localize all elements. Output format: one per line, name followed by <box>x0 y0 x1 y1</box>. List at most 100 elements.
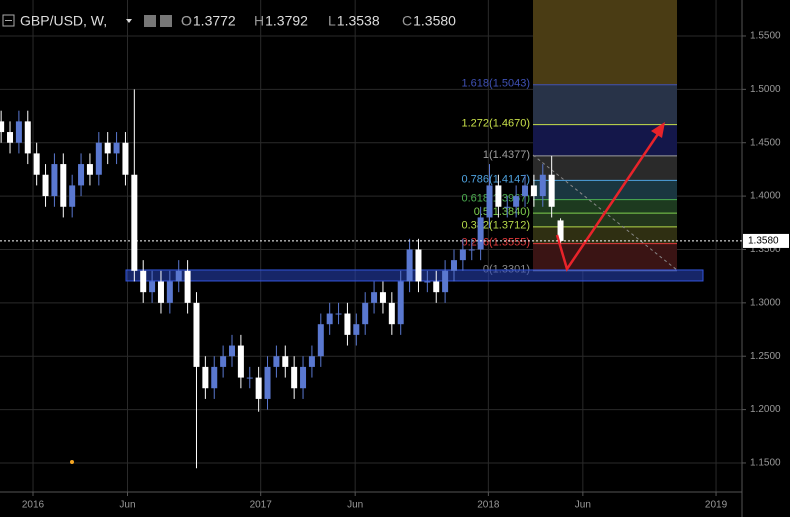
candle-body <box>335 313 342 315</box>
x-tick-label: 2016 <box>22 500 45 511</box>
low-value: 1.3538 <box>337 13 380 29</box>
candle-body <box>131 174 138 271</box>
candle-body <box>255 377 262 399</box>
x-tick-label: 2018 <box>477 500 500 511</box>
candle-body <box>184 270 191 303</box>
candle-body <box>424 281 431 283</box>
candle-body <box>539 174 546 197</box>
candle-body <box>308 356 315 367</box>
candle-body <box>468 249 475 251</box>
candle-body <box>51 164 58 197</box>
candle-body <box>495 185 502 207</box>
collapse-icon[interactable] <box>2 14 15 27</box>
candle-body <box>548 174 555 207</box>
candle-body <box>149 281 156 293</box>
candle-body <box>397 281 404 325</box>
support-zone <box>125 269 704 282</box>
candle-body <box>202 366 209 389</box>
candle-body <box>557 220 564 241</box>
candle-body <box>220 356 227 367</box>
open-label: O <box>181 13 192 29</box>
candle-body <box>157 281 164 303</box>
candle-body <box>415 249 422 282</box>
close-value: 1.3580 <box>413 13 456 29</box>
x-tick-label: 2017 <box>250 500 273 511</box>
candle-body <box>442 270 449 293</box>
y-tick-label: 1.2000 <box>750 404 781 415</box>
x-tick-label: Jun <box>575 500 591 511</box>
candle-body <box>113 142 120 154</box>
candle-body <box>273 356 280 367</box>
x-tick-label: 2019 <box>705 500 728 511</box>
candle-body <box>7 132 14 143</box>
candle-body <box>344 313 351 335</box>
candle-body <box>477 217 484 250</box>
symbol: GBP/USD, W, <box>20 13 107 29</box>
x-tick-label: Jun <box>347 500 363 511</box>
icon[interactable] <box>144 15 156 27</box>
y-tick-label: 1.4500 <box>750 137 781 148</box>
fib-label: 1(1.4377) <box>483 149 530 161</box>
fib-band <box>533 243 677 271</box>
candle-body <box>193 302 200 367</box>
candle-body <box>388 302 395 325</box>
fib-label: 0.5(1.3840) <box>474 206 530 218</box>
candle-body <box>522 185 529 197</box>
last-price-label: 1.3580 <box>748 236 779 247</box>
fib-band <box>533 226 677 244</box>
candle-body <box>95 142 102 175</box>
y-tick-label: 1.5500 <box>750 31 781 42</box>
candle-body <box>78 164 85 186</box>
fib-band <box>533 155 677 181</box>
candle-body <box>379 292 386 303</box>
candle-body <box>317 324 324 357</box>
marker <box>70 460 74 464</box>
header: GBP/USD, W, O O 1.3772 H 1.3792 L 1.3538 C 1.35… <box>2 13 456 29</box>
candle-body <box>282 356 289 367</box>
candle-body <box>353 324 360 335</box>
fib-label: 1.618(1.5043) <box>462 78 531 90</box>
y-tick-label: 1.1500 <box>750 458 781 469</box>
candle-body <box>140 270 147 293</box>
candle-body <box>175 270 182 282</box>
candle-body <box>104 142 111 154</box>
open-label: O <box>181 13 192 29</box>
y-tick-label: 1.5000 <box>750 84 781 95</box>
fib-label: 0.786(1.4147) <box>462 173 531 185</box>
dropdown[interactable] <box>126 19 132 23</box>
arrow-head <box>651 122 665 138</box>
open-value: 1.3772 <box>193 13 236 29</box>
high-value: 1.3792 <box>265 13 308 29</box>
candle-body <box>24 121 31 154</box>
candle-body <box>450 260 457 271</box>
last-price-tag <box>743 233 789 248</box>
candle-body <box>326 313 333 325</box>
candle-body <box>246 377 253 379</box>
fib-label: 0.382(1.3712) <box>462 220 531 232</box>
candle-body <box>69 185 76 207</box>
candle-body <box>406 249 413 282</box>
y-tick-label: 1.4000 <box>750 191 781 202</box>
candle-body <box>237 345 244 378</box>
candle-body <box>122 142 129 175</box>
fib-band <box>533 213 677 227</box>
y-tick-label: 1.2500 <box>750 351 781 362</box>
low-label: L <box>328 13 336 29</box>
candle-body <box>300 366 307 389</box>
candle-body <box>486 185 493 218</box>
candle-body <box>504 206 511 208</box>
y-tick-label: 1.3500 <box>750 244 781 255</box>
candle-body <box>264 366 271 399</box>
x-tick-label: Jun <box>119 500 135 511</box>
candle-body <box>459 249 466 261</box>
candle-body <box>33 153 40 175</box>
fib-band <box>533 199 677 214</box>
candle-body <box>433 281 440 293</box>
icon[interactable] <box>160 15 172 27</box>
fib-band <box>533 180 677 200</box>
fib-label: 1.272(1.4670) <box>462 117 531 129</box>
candle-body <box>42 174 49 197</box>
candle-body <box>211 366 218 389</box>
fib-band <box>533 0 677 85</box>
candle-body <box>15 121 22 143</box>
